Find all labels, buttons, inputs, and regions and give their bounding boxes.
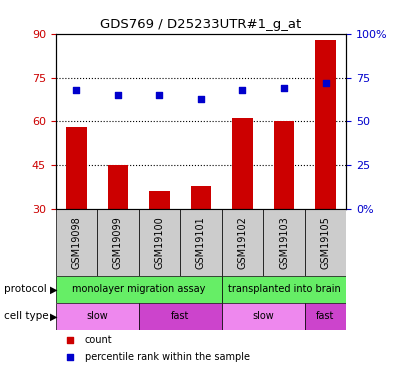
Title: GDS769 / D25233UTR#1_g_at: GDS769 / D25233UTR#1_g_at xyxy=(100,18,302,31)
Bar xyxy=(263,209,305,276)
Bar xyxy=(315,40,336,209)
Bar xyxy=(222,303,305,330)
Point xyxy=(239,87,246,93)
Point xyxy=(281,85,287,91)
Bar xyxy=(66,127,87,209)
Text: GSM19101: GSM19101 xyxy=(196,216,206,269)
Bar xyxy=(139,303,222,330)
Text: slow: slow xyxy=(252,311,274,321)
Bar xyxy=(149,192,170,209)
Text: slow: slow xyxy=(86,311,108,321)
Text: ▶: ▶ xyxy=(50,284,57,294)
Text: protocol: protocol xyxy=(4,284,47,294)
Text: fast: fast xyxy=(316,311,335,321)
Bar xyxy=(107,165,129,209)
Text: GSM19099: GSM19099 xyxy=(113,216,123,269)
Bar xyxy=(139,209,180,276)
Text: GSM19103: GSM19103 xyxy=(279,216,289,269)
Text: percentile rank within the sample: percentile rank within the sample xyxy=(85,352,250,362)
Text: GSM19105: GSM19105 xyxy=(320,216,330,269)
Bar xyxy=(97,209,139,276)
Bar xyxy=(305,303,346,330)
Bar xyxy=(180,209,222,276)
Text: cell type: cell type xyxy=(4,311,49,321)
Point xyxy=(322,80,329,86)
Text: count: count xyxy=(85,336,112,345)
Bar xyxy=(222,276,346,303)
Text: GSM19100: GSM19100 xyxy=(154,216,164,269)
Text: monolayer migration assay: monolayer migration assay xyxy=(72,284,205,294)
Text: fast: fast xyxy=(171,311,189,321)
Point xyxy=(67,338,73,344)
Text: ▶: ▶ xyxy=(50,311,57,321)
Point xyxy=(67,354,73,360)
Bar xyxy=(56,303,139,330)
Text: transplanted into brain: transplanted into brain xyxy=(228,284,340,294)
Point xyxy=(156,92,163,98)
Point xyxy=(198,96,204,102)
Bar xyxy=(56,276,222,303)
Text: GSM19098: GSM19098 xyxy=(72,216,82,269)
Bar xyxy=(222,209,263,276)
Bar xyxy=(191,186,211,209)
Point xyxy=(73,87,80,93)
Text: GSM19102: GSM19102 xyxy=(238,216,248,269)
Point xyxy=(115,92,121,98)
Bar xyxy=(232,118,253,209)
Bar xyxy=(56,209,97,276)
Bar xyxy=(274,122,295,209)
Bar xyxy=(305,209,346,276)
